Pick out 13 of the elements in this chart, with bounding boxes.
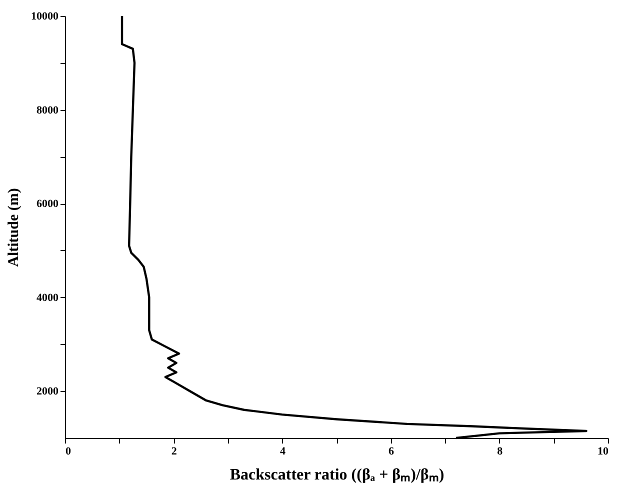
x-tick-label: 4 (280, 446, 286, 458)
x-tick-label: 6 (388, 446, 395, 458)
y-tick-label: 8000 (36, 104, 59, 116)
x-tick-label: 2 (171, 446, 178, 458)
y-tick-label: 2000 (36, 386, 59, 398)
y-tick-label: 6000 (36, 198, 59, 210)
x-tick-label: 8 (497, 446, 504, 458)
y-axis-title: Altitude (m) (6, 188, 22, 267)
y-tick-label: 4000 (36, 292, 59, 304)
y-tick-label: 10000 (31, 10, 59, 22)
x-tick-label: 0 (66, 446, 72, 458)
x-axis-title: Backscatter ratio ((βₐ + βₘ)/βₘ) (230, 466, 444, 484)
x-tick-label: 10 (598, 446, 609, 458)
